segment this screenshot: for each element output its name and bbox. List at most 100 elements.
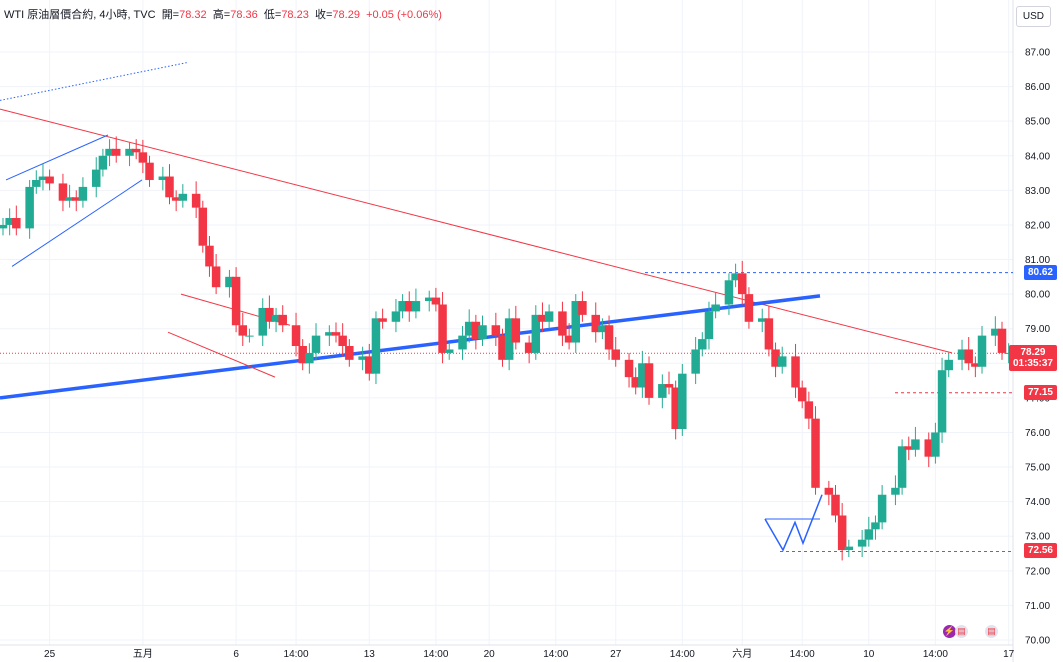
- candle: [38, 176, 48, 180]
- y-tick-label: 74.00: [1025, 497, 1050, 508]
- candle: [258, 307, 267, 336]
- x-tick-label: 14:00: [284, 649, 309, 660]
- y-tick-label: 70.00: [1025, 636, 1050, 647]
- candle: [904, 446, 914, 450]
- candle: [744, 294, 754, 322]
- candle: [804, 401, 814, 419]
- w-pattern: [764, 494, 823, 552]
- candle: [265, 307, 274, 322]
- candle: [424, 297, 434, 302]
- y-tick-label: 72.00: [1025, 566, 1050, 577]
- candle: [757, 318, 767, 322]
- candle: [464, 321, 474, 336]
- candle: [964, 349, 973, 364]
- candle: [624, 359, 634, 378]
- candle: [5, 218, 14, 225]
- candle: [691, 349, 700, 374]
- down-channel-lower: [167, 331, 276, 378]
- candle: [598, 325, 607, 333]
- candle: [544, 311, 554, 322]
- y-tick-label: 79.00: [1025, 324, 1050, 335]
- candle: [438, 304, 447, 353]
- candle: [444, 349, 454, 353]
- candle: [797, 387, 807, 402]
- candle: [631, 377, 640, 388]
- candle: [231, 276, 241, 326]
- x-tick-label: 17: [1003, 649, 1015, 660]
- x-tick-label: 20: [484, 649, 496, 660]
- candle: [25, 186, 34, 229]
- candle: [724, 280, 734, 305]
- y-tick-label: 71.00: [1025, 601, 1050, 612]
- candle: [291, 325, 301, 346]
- candle: [538, 314, 547, 322]
- candle: [305, 352, 314, 364]
- candle: [0, 224, 8, 229]
- candle: [165, 176, 174, 198]
- lightning-icon[interactable]: ⚡: [943, 625, 956, 638]
- candle: [78, 186, 88, 201]
- candle: [398, 301, 407, 312]
- y-tick-label: 81.00: [1025, 255, 1050, 266]
- candle: [777, 356, 787, 367]
- candle: [564, 335, 574, 343]
- candle: [471, 321, 481, 340]
- high-value: 78.36: [230, 9, 258, 21]
- candle: [864, 529, 874, 540]
- candle: [211, 266, 221, 288]
- candle: [831, 494, 840, 516]
- candle: [671, 387, 680, 430]
- us-flag-icon[interactable]: ▤: [955, 625, 968, 638]
- chart-legend: WTI 原油層價合約, 4小時, TVC 開=78.32 高=78.36 低=7…: [4, 9, 442, 21]
- candle: [271, 314, 281, 322]
- last-price-value: 78.29: [1020, 347, 1046, 359]
- x-tick-label: 六月: [732, 648, 752, 660]
- candle: [604, 325, 614, 350]
- x-tick-label: 6: [233, 649, 239, 660]
- candle: [971, 363, 980, 367]
- candle: [711, 304, 720, 312]
- candle: [378, 318, 387, 322]
- candle: [431, 297, 441, 305]
- candle: [924, 439, 933, 457]
- symbol-label[interactable]: WTI 原油層價合約, 4小時, TVC: [4, 9, 156, 21]
- candle: [997, 328, 1007, 353]
- x-tick-label: 14:00: [543, 649, 568, 660]
- candle: [524, 342, 534, 353]
- candle: [138, 152, 148, 163]
- candle: [91, 169, 101, 187]
- candle: [698, 339, 707, 350]
- y-tick-label: 80.00: [1025, 290, 1050, 301]
- bar-countdown: 01:35:37: [1012, 358, 1053, 370]
- candle: [331, 332, 341, 336]
- candle: [871, 522, 880, 530]
- x-tick-label: 14:00: [670, 649, 695, 660]
- candle: [65, 197, 74, 201]
- close-value: 78.29: [332, 9, 360, 21]
- candle: [877, 494, 887, 523]
- x-tick-label: 10: [863, 649, 875, 660]
- currency-button[interactable]: USD: [1015, 6, 1051, 27]
- x-tick-label: 13: [364, 649, 376, 660]
- us-flag-icon-2[interactable]: ▤: [985, 625, 998, 638]
- candle: [278, 314, 287, 326]
- channel-upper: [5, 134, 109, 181]
- candle: [32, 179, 41, 187]
- candle: [658, 384, 667, 398]
- candle: [771, 349, 780, 367]
- candle: [111, 148, 121, 156]
- candle: [738, 273, 747, 295]
- candle: [811, 418, 820, 488]
- candle: [325, 332, 334, 336]
- candle: [338, 335, 347, 346]
- candle: [891, 487, 900, 495]
- y-tick-label: 85.00: [1025, 117, 1050, 128]
- y-tick-label: 87.00: [1025, 48, 1050, 59]
- candle: [72, 197, 81, 201]
- candle: [12, 218, 21, 229]
- candle: [358, 356, 367, 360]
- candle: [678, 373, 687, 430]
- candle: [458, 335, 467, 350]
- change-value: +0.05 (+0.06%): [366, 9, 442, 21]
